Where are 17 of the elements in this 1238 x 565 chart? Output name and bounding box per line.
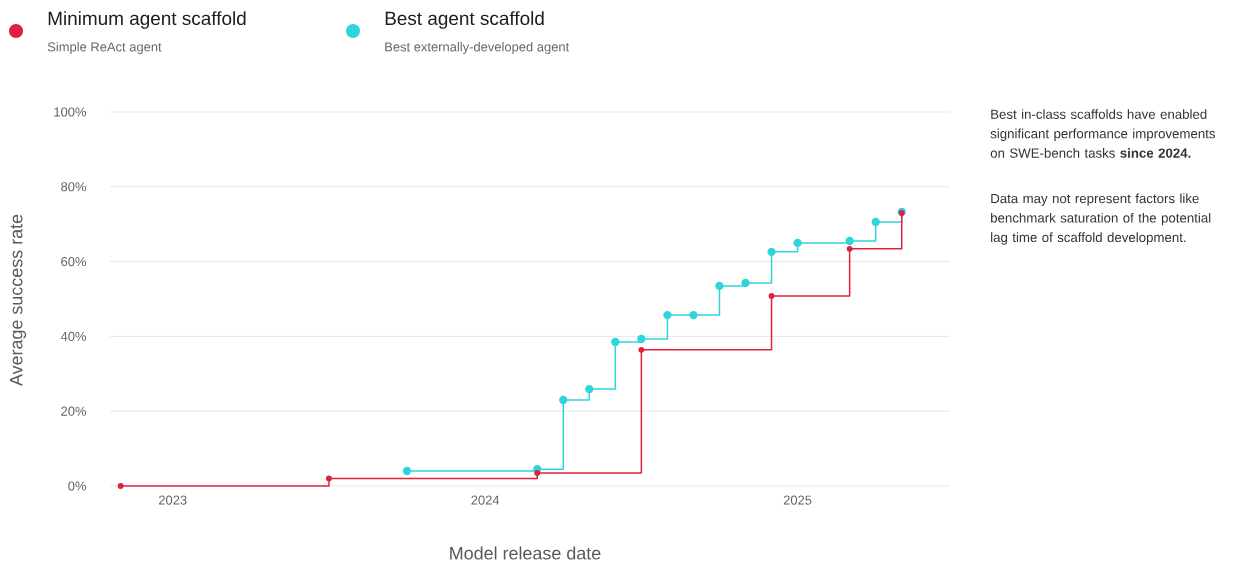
y-axis-title: Average success rate: [9, 214, 27, 387]
x-tick-label: 2024: [471, 495, 500, 505]
x-axis-title: Model release date: [450, 546, 601, 560]
text: Data may not represent factors like benchmark saturation of the potential lag time of scaffold development.: [991, 193, 1211, 245]
y-tick-label: 0%: [68, 481, 87, 491]
text: Best externally-developed agent: [385, 41, 570, 55]
legend-label: Best agent scaffold: [385, 11, 544, 29]
y-tick-label: 60%: [61, 257, 87, 267]
text: Best in-class scaffolds have enabled significant performance improvements on SWE-bench tasks since 2024.: [990, 109, 1216, 158]
x-tick-label: 2023: [158, 495, 187, 505]
legend-label: Minimum agent scaffold: [48, 11, 246, 29]
y-tick-label: 80%: [61, 182, 87, 192]
y-tick-label: 40%: [60, 331, 87, 341]
y-tick-label: 20%: [61, 406, 87, 416]
x-tick-label: 2025: [783, 495, 812, 505]
y-tick-label: 100%: [54, 107, 87, 117]
text: Simple ReAct agent: [47, 41, 162, 55]
